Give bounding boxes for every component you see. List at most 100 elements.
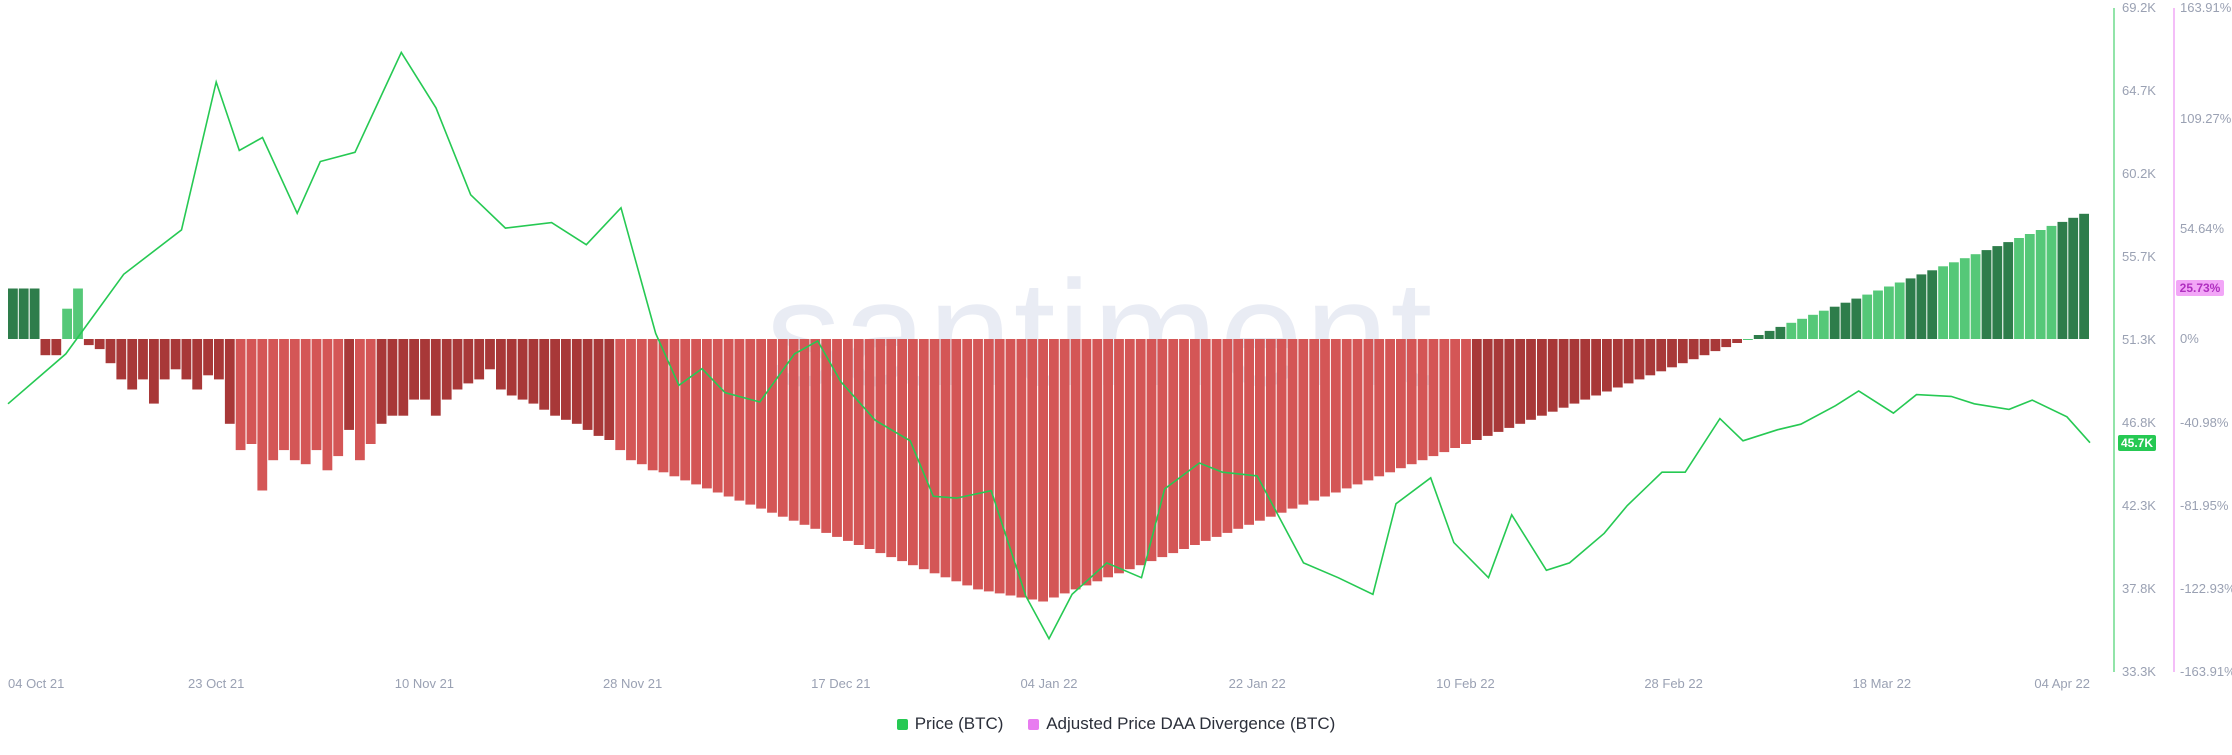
- divergence-bar: [2035, 230, 2046, 339]
- divergence-bar: [1884, 286, 1894, 339]
- divergence-bar: [485, 339, 495, 370]
- divergence-bar: [604, 339, 615, 440]
- svg-text:45.7K: 45.7K: [2121, 436, 2153, 450]
- divergence-bar: [756, 339, 766, 509]
- legend-label-divergence: Adjusted Price DAA Divergence (BTC): [1046, 714, 1336, 733]
- divergence-bar: [1363, 339, 1374, 481]
- divergence-bar: [1244, 339, 1254, 525]
- divergence-bar: [1233, 339, 1244, 529]
- legend-swatch-price: [896, 718, 908, 730]
- divergence-bar: [897, 339, 907, 562]
- divergence-bar: [311, 339, 322, 451]
- x-tick-label: 04 Oct 21: [8, 676, 64, 691]
- divergence-bar: [658, 339, 669, 473]
- divergence-bar: [843, 339, 853, 541]
- divergence-bar: [788, 339, 799, 521]
- legend-item-divergence[interactable]: Adjusted Price DAA Divergence (BTC): [1028, 714, 1335, 734]
- legend-item-price[interactable]: Price (BTC): [896, 714, 1003, 734]
- divergence-bar: [1320, 339, 1330, 497]
- divergence-bar: [1699, 339, 1710, 356]
- divergence-bar: [94, 339, 105, 350]
- divergence-bar: [669, 339, 680, 477]
- divergence-bar: [1710, 339, 1721, 352]
- divergence-bar: [1916, 274, 1927, 339]
- divergence-bar: [1406, 339, 1417, 465]
- divergence-bar: [1179, 339, 1189, 549]
- divergence-bar: [767, 339, 777, 513]
- divergence-bar: [1255, 339, 1265, 521]
- divergence-bar: [235, 339, 246, 451]
- divergence-bar: [463, 339, 474, 384]
- divergence-axis-tick: -122.93%: [2180, 581, 2232, 596]
- divergence-bar: [1743, 339, 1753, 340]
- divergence-bar: [1894, 282, 1905, 339]
- divergence-bar: [517, 339, 528, 400]
- divergence-bar: [647, 339, 658, 471]
- divergence-bar: [398, 339, 409, 416]
- divergence-bar: [506, 339, 517, 396]
- divergence-bar: [149, 339, 159, 404]
- divergence-bar: [1190, 339, 1200, 545]
- divergence-bars: [8, 213, 2089, 602]
- x-tick-label: 18 Mar 22: [1853, 676, 1912, 691]
- divergence-bar: [1428, 339, 1439, 457]
- x-tick-label: 04 Jan 22: [1020, 676, 1077, 691]
- divergence-bar: [2046, 225, 2057, 339]
- x-tick-label: 28 Feb 22: [1644, 676, 1703, 691]
- divergence-bar: [734, 339, 745, 501]
- divergence-bar: [376, 339, 387, 424]
- divergence-bar: [2057, 221, 2068, 339]
- divergence-bar: [1059, 339, 1070, 594]
- divergence-bar: [1818, 310, 1829, 339]
- divergence-bar: [192, 339, 203, 390]
- price-axis-tick: 55.7K: [2122, 249, 2156, 264]
- divergence-bar: [1168, 339, 1179, 554]
- divergence-bar: [496, 339, 506, 390]
- divergence-bar: [203, 339, 213, 376]
- divergence-bar: [344, 339, 354, 430]
- divergence-bar: [1450, 339, 1460, 448]
- divergence-bar: [1580, 339, 1591, 400]
- divergence-bar: [1569, 339, 1580, 404]
- divergence-bar: [18, 288, 29, 339]
- divergence-bar: [2068, 217, 2079, 339]
- divergence-bar: [1341, 339, 1352, 489]
- divergence-bar: [1949, 262, 1959, 339]
- divergence-axis-tick: 54.64%: [2180, 221, 2225, 236]
- legend: Price (BTC) Adjusted Price DAA Divergenc…: [0, 714, 2232, 735]
- price-axis-tick: 51.3K: [2122, 332, 2156, 347]
- divergence-bar: [1840, 302, 1851, 339]
- divergence-bar: [691, 339, 701, 485]
- divergence-bar: [777, 339, 788, 517]
- divergence-bar: [62, 308, 72, 339]
- divergence-bar: [1515, 339, 1526, 424]
- divergence-bar: [1667, 339, 1677, 368]
- divergence-bar: [983, 339, 994, 592]
- divergence-bar: [1461, 339, 1471, 444]
- divergence-bar: [355, 339, 365, 461]
- divergence-bar: [300, 339, 311, 465]
- divergence-bar: [1537, 339, 1547, 416]
- divergence-bar: [582, 339, 593, 430]
- divergence-bar: [1753, 335, 1764, 339]
- divergence-bar: [1591, 339, 1601, 396]
- divergence-bar: [1471, 339, 1482, 440]
- divergence-bar: [951, 339, 962, 582]
- divergence-bar: [810, 339, 821, 529]
- divergence-bar: [127, 339, 138, 390]
- divergence-bar: [539, 339, 550, 410]
- divergence-bar: [1526, 339, 1536, 420]
- divergence-bar: [1439, 339, 1450, 453]
- divergence-axis-tick: -163.91%: [2180, 664, 2232, 679]
- chart-canvas: santiment 04 Oct 21 23 Oct 21 10 Nov 21 28 …: [7, 0, 2232, 691]
- divergence-bar: [29, 288, 40, 339]
- price-axis-tick: 37.8K: [2122, 581, 2156, 596]
- divergence-bar: [1677, 339, 1688, 364]
- divergence-bar: [886, 339, 897, 558]
- divergence-bar: [474, 339, 485, 380]
- divergence-bar: [289, 339, 300, 461]
- divergence-bar: [430, 339, 441, 416]
- divergence-bar: [40, 339, 51, 356]
- divergence-bar: [365, 339, 376, 444]
- divergence-bar: [1049, 339, 1059, 598]
